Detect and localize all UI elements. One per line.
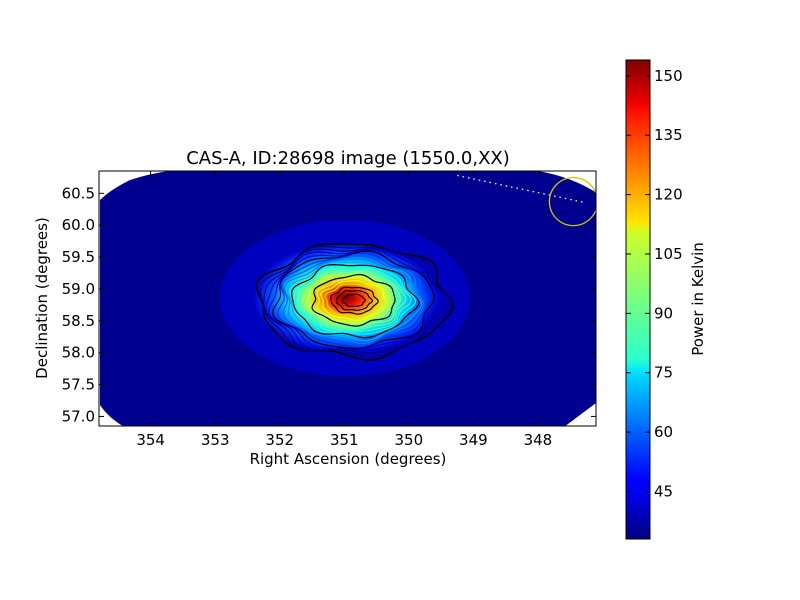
contour-line — [316, 276, 392, 325]
contour-line — [342, 293, 367, 307]
colorbar-tick-label: 75 — [654, 364, 673, 382]
x-axis-ticks: 354 353 352 351 350 349 348 — [136, 171, 552, 449]
chart-title: CAS-A, ID:28698 image (1550.0,XX) — [186, 148, 510, 169]
contour-line — [281, 255, 426, 347]
contour-lines — [255, 243, 454, 361]
y-axis-ticks: 57.0 57.5 58.0 58.5 59.0 59.5 60.0 60.5 — [62, 184, 596, 425]
y-tick-label: 60.5 — [62, 184, 95, 202]
contour-line — [287, 261, 423, 342]
x-tick-label: 350 — [394, 431, 423, 449]
x-axis-label: Right Ascension (degrees) — [250, 450, 447, 468]
y-axis-label: Declination (degrees) — [33, 217, 51, 379]
contour-line — [298, 267, 412, 332]
colorbar: 45 60 75 90 105 120 135 150 Power in Kelvin — [625, 59, 707, 540]
x-tick-label: 354 — [136, 431, 165, 449]
x-tick-label: 349 — [459, 431, 488, 449]
plot-frame — [98, 170, 597, 427]
y-tick-label: 59.0 — [62, 280, 95, 298]
contour-line — [320, 280, 388, 322]
contour-line — [268, 248, 441, 350]
x-tick-label: 352 — [265, 431, 294, 449]
colorbar-tick-label: 150 — [654, 67, 683, 85]
contour-line — [306, 271, 401, 329]
y-tick-label: 57.0 — [62, 407, 95, 425]
contour-line — [259, 245, 453, 358]
contour-line — [330, 286, 379, 315]
colorbar-gradient — [625, 59, 651, 540]
plot-area: 354 353 352 351 350 349 348 57.0 57.5 58.0 58.5 59… — [62, 170, 597, 449]
contour-line — [301, 269, 407, 331]
contour-line — [295, 266, 417, 335]
contour-line — [324, 283, 384, 319]
y-tick-label: 58.5 — [62, 312, 95, 330]
colorbar-tick-label: 135 — [654, 126, 683, 144]
contour-line — [277, 252, 429, 348]
marker-circle — [548, 176, 596, 227]
colorbar-label: Power in Kelvin — [689, 242, 707, 356]
x-tick-label: 353 — [201, 431, 230, 449]
colorbar-tick-label: 45 — [654, 482, 673, 500]
y-tick-label: 58.0 — [62, 344, 95, 362]
contour-line — [311, 273, 396, 327]
contour-line — [335, 290, 374, 311]
y-tick-label: 57.5 — [62, 376, 95, 394]
colorbar-tick-label: 105 — [654, 245, 683, 263]
contour-line — [290, 263, 420, 339]
colorbar-ticks: 45 60 75 90 105 120 135 150 — [626, 67, 683, 500]
x-tick-label: 351 — [330, 431, 359, 449]
contour-line — [284, 258, 424, 345]
contour-line — [272, 250, 435, 349]
contour-line — [265, 248, 446, 351]
contour-line — [263, 247, 450, 354]
y-tick-label: 59.5 — [62, 248, 95, 266]
y-tick-label: 60.0 — [62, 216, 95, 234]
colorbar-tick-label: 60 — [654, 423, 673, 441]
x-tick-label: 348 — [524, 431, 553, 449]
colorbar-tick-label: 90 — [654, 304, 673, 322]
colorbar-tick-label: 120 — [654, 186, 683, 204]
